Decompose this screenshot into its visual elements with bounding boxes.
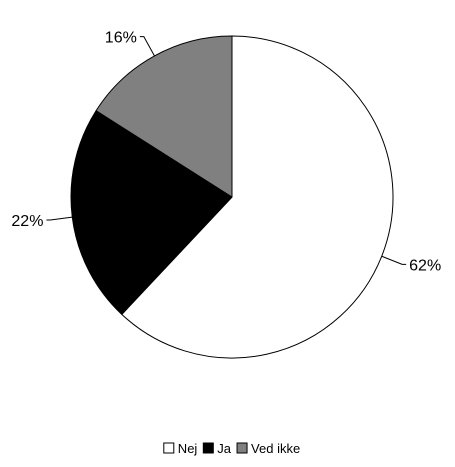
legend-item-ved-ikke: Ved ikke (236, 441, 300, 456)
leader-line-ved-ikke (139, 36, 155, 57)
legend-label-ja: Ja (217, 441, 232, 456)
legend-swatch-nej (163, 442, 175, 454)
legend-swatch-ved-ikke (236, 442, 248, 454)
data-labels: 62% 22% 16% (11, 30, 441, 275)
pie-slice-ved-ikke (95, 35, 233, 198)
leader-line-ja (46, 216, 73, 221)
legend-label-ved-ikke: Ved ikke (251, 441, 300, 456)
legend-swatch-ja (202, 442, 214, 454)
leader-line-nej (381, 255, 407, 265)
data-label-nej: 62% (409, 257, 441, 274)
legend-label-nej: Nej (178, 441, 198, 456)
legend-item-nej: Nej (163, 441, 198, 456)
data-label-ved-ikke: 16% (105, 30, 137, 47)
legend: Nej Ja Ved ikke (163, 441, 300, 456)
data-label-ja: 22% (11, 213, 43, 230)
legend-item-ja: Ja (202, 441, 232, 456)
pie-slices (70, 35, 394, 359)
pie-slice-ja (70, 110, 233, 315)
